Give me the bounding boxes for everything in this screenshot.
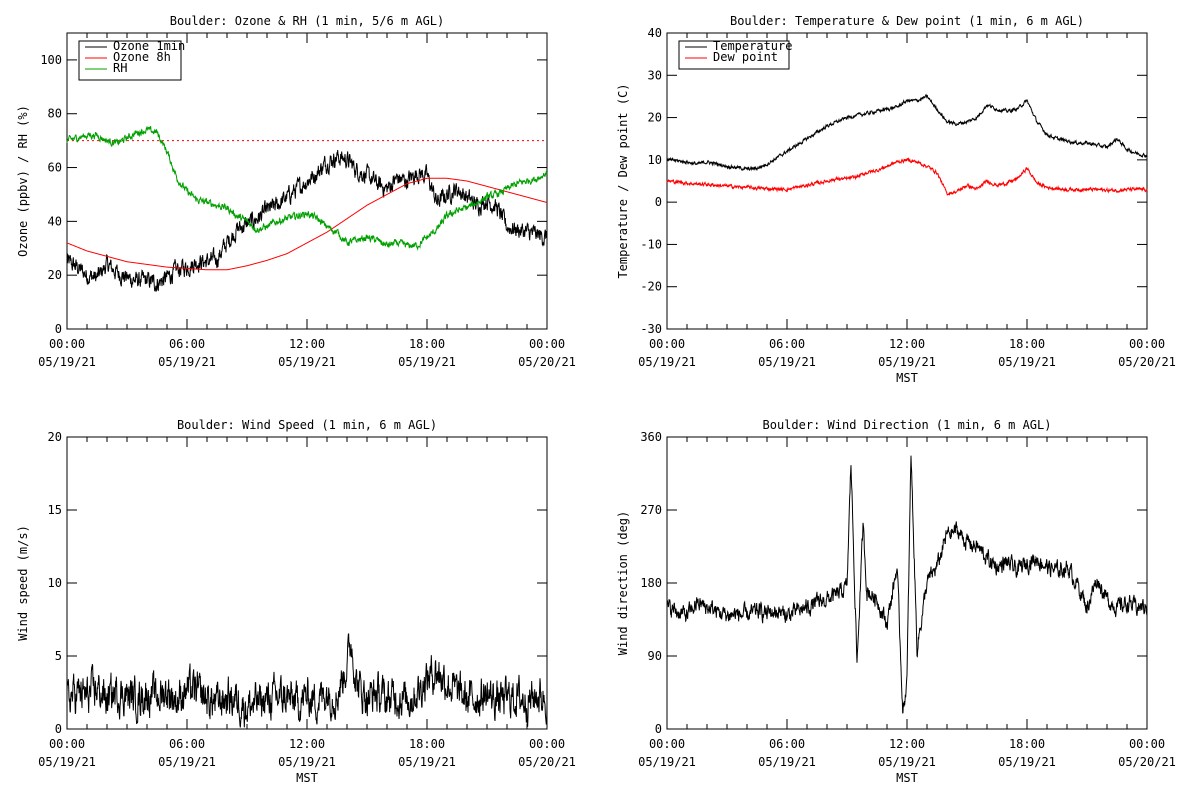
chart-panel-3: Boulder: Wind Direction (1 min, 6 m AGL)…: [616, 418, 1176, 785]
x-tick-date-label: 05/19/21: [158, 755, 216, 769]
y-tick-label: 20: [48, 430, 62, 444]
legend-box: [678, 40, 790, 70]
series-line-0: [66, 150, 548, 293]
x-tick-date-label: 05/19/21: [638, 355, 696, 369]
x-axis-label: MST: [896, 771, 918, 785]
y-tick-label: 40: [48, 214, 62, 228]
series-line-0: [666, 455, 1148, 714]
series-line-1: [666, 157, 1148, 196]
y-axis-label: Wind speed (m/s): [16, 525, 30, 641]
chart-panel-0: Boulder: Ozone & RH (1 min, 5/6 m AGL) 0 2…: [16, 14, 576, 369]
chart-title: Boulder: Temperature & Dew point (1 min,…: [730, 14, 1084, 28]
y-axis-label: Wind direction (deg): [616, 511, 630, 656]
y-tick-label: 10: [648, 153, 662, 167]
y-axis-label: Ozone (ppbv) / RH (%): [16, 105, 30, 257]
x-tick-date-label: 05/19/21: [758, 355, 816, 369]
y-tick-label: 180: [640, 576, 662, 590]
y-tick-label: 360: [640, 430, 662, 444]
x-tick-date-label: 05/19/21: [38, 755, 96, 769]
y-tick-label: -10: [640, 237, 662, 251]
y-tick-label: 100: [40, 53, 62, 67]
series-line-2: [66, 125, 548, 251]
y-axis-label: Temperature / Dew point (C): [616, 83, 630, 278]
x-tick-date-label: 05/19/21: [878, 755, 936, 769]
x-tick-label: 06:00: [169, 337, 205, 351]
legend-label: RH: [113, 61, 127, 75]
x-tick-label: 00:00: [49, 737, 85, 751]
x-tick-label: 06:00: [769, 337, 805, 351]
x-tick-date-label: 05/19/21: [278, 755, 336, 769]
x-axis-label: MST: [896, 371, 918, 385]
x-tick-date-label: 05/19/21: [398, 355, 456, 369]
x-tick-date-label: 05/19/21: [158, 355, 216, 369]
y-tick-label: 0: [655, 195, 662, 209]
y-tick-label: -20: [640, 280, 662, 294]
x-tick-label: 00:00: [1129, 737, 1165, 751]
x-tick-label: 18:00: [1009, 737, 1045, 751]
x-tick-date-label: 05/20/21: [1118, 355, 1176, 369]
y-tick-label: 90: [648, 649, 662, 663]
y-tick-label: 0: [55, 722, 62, 736]
x-tick-label: 12:00: [289, 737, 325, 751]
x-tick-date-label: 05/19/21: [758, 755, 816, 769]
x-tick-date-label: 05/19/21: [998, 755, 1056, 769]
y-tick-label: 40: [648, 26, 662, 40]
chart-title: Boulder: Wind Speed (1 min, 6 m AGL): [177, 418, 437, 432]
series-line-0: [66, 633, 548, 728]
x-tick-date-label: 05/19/21: [638, 755, 696, 769]
y-tick-label: 80: [48, 107, 62, 121]
legend-label: Temperature: [713, 39, 792, 53]
x-tick-label: 00:00: [1129, 337, 1165, 351]
x-tick-date-label: 05/19/21: [398, 755, 456, 769]
y-tick-label: -30: [640, 322, 662, 336]
x-tick-label: 00:00: [529, 337, 565, 351]
x-tick-label: 18:00: [409, 337, 445, 351]
y-tick-label: 5: [55, 649, 62, 663]
x-tick-label: 00:00: [529, 737, 565, 751]
plot-frame: [666, 436, 1148, 730]
y-tick-label: 0: [55, 322, 62, 336]
chart-panel-1: Boulder: Temperature & Dew point (1 min,…: [616, 14, 1176, 385]
x-tick-label: 00:00: [49, 337, 85, 351]
y-tick-label: 20: [48, 268, 62, 282]
x-tick-label: 12:00: [889, 737, 925, 751]
y-tick-label: 0: [655, 722, 662, 736]
x-tick-date-label: 05/19/21: [878, 355, 936, 369]
plot-frame: [666, 32, 1148, 330]
x-tick-date-label: 05/20/21: [518, 355, 576, 369]
y-tick-label: 15: [48, 503, 62, 517]
y-tick-label: 60: [48, 161, 62, 175]
chart-title: Boulder: Ozone & RH (1 min, 5/6 m AGL): [170, 14, 445, 28]
y-tick-label: 30: [648, 68, 662, 82]
x-tick-date-label: 05/20/21: [1118, 755, 1176, 769]
x-tick-label: 06:00: [769, 737, 805, 751]
x-tick-label: 12:00: [289, 337, 325, 351]
x-tick-label: 00:00: [649, 337, 685, 351]
x-tick-label: 06:00: [169, 737, 205, 751]
series-line-0: [666, 93, 1148, 172]
legend-label: Ozone 8h: [113, 50, 171, 64]
legend-label: Ozone 1min: [113, 39, 185, 53]
y-tick-label: 20: [648, 111, 662, 125]
chart-panel-2: Boulder: Wind Speed (1 min, 6 m AGL) 0 5 10…: [16, 418, 576, 785]
x-tick-date-label: 05/19/21: [998, 355, 1056, 369]
x-tick-label: 00:00: [649, 737, 685, 751]
series-line-1: [66, 177, 548, 271]
x-tick-label: 18:00: [1009, 337, 1045, 351]
x-tick-label: 18:00: [409, 737, 445, 751]
x-tick-date-label: 05/20/21: [518, 755, 576, 769]
x-axis-label: MST: [296, 771, 318, 785]
x-tick-date-label: 05/19/21: [278, 355, 336, 369]
y-tick-label: 270: [640, 503, 662, 517]
x-tick-label: 12:00: [889, 337, 925, 351]
y-tick-label: 10: [48, 576, 62, 590]
legend-label: Dew point: [713, 50, 778, 64]
x-tick-date-label: 05/19/21: [38, 355, 96, 369]
chart-title: Boulder: Wind Direction (1 min, 6 m AGL): [763, 418, 1052, 432]
